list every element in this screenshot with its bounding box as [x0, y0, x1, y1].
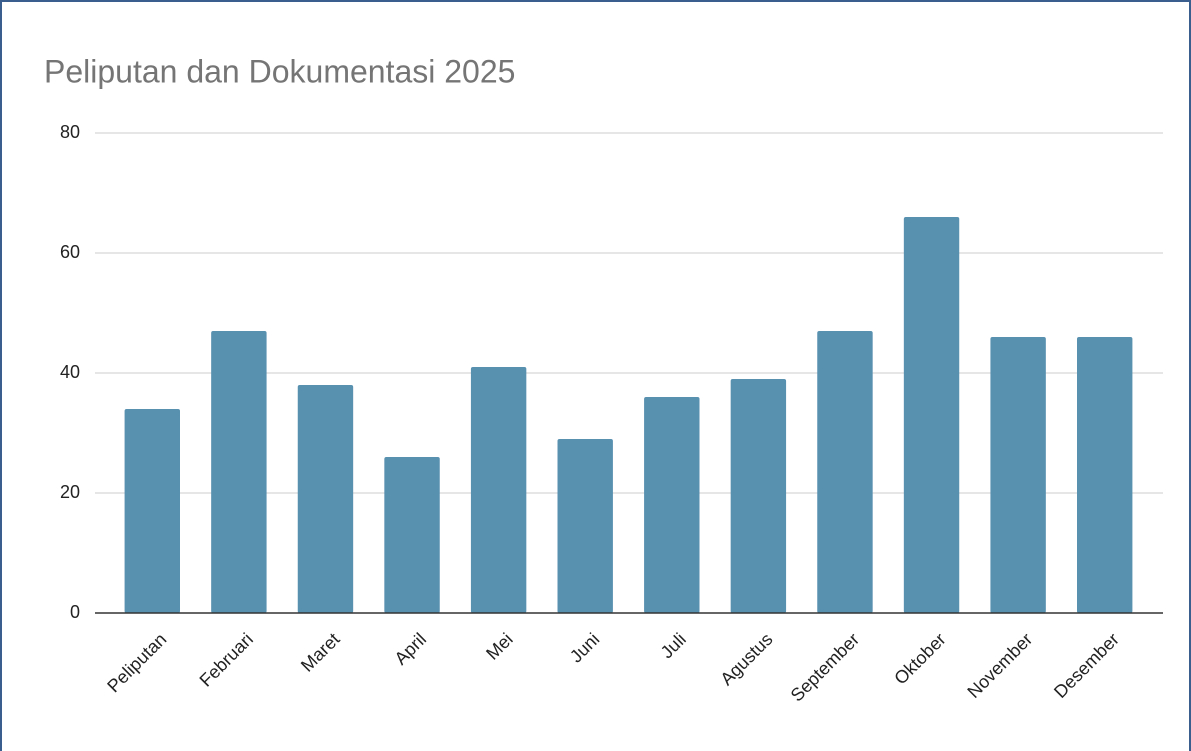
- bar: [990, 337, 1046, 613]
- y-tick-label: 40: [60, 362, 80, 382]
- y-tick-label: 0: [70, 602, 80, 622]
- y-tick-label: 80: [60, 122, 80, 142]
- bar: [384, 457, 440, 613]
- bar: [730, 379, 787, 613]
- bar: [644, 397, 700, 613]
- bar: [470, 367, 527, 613]
- y-tick-label: 20: [60, 482, 80, 502]
- y-tick-label: 60: [60, 242, 80, 262]
- bar: [817, 331, 873, 613]
- bar: [1077, 337, 1133, 613]
- chart-title: Peliputan dan Dokumentasi 2025: [44, 53, 515, 89]
- bar: [903, 217, 960, 613]
- bar: [557, 439, 613, 613]
- bar: [297, 385, 354, 613]
- bar: [124, 409, 180, 613]
- bar: [211, 331, 267, 613]
